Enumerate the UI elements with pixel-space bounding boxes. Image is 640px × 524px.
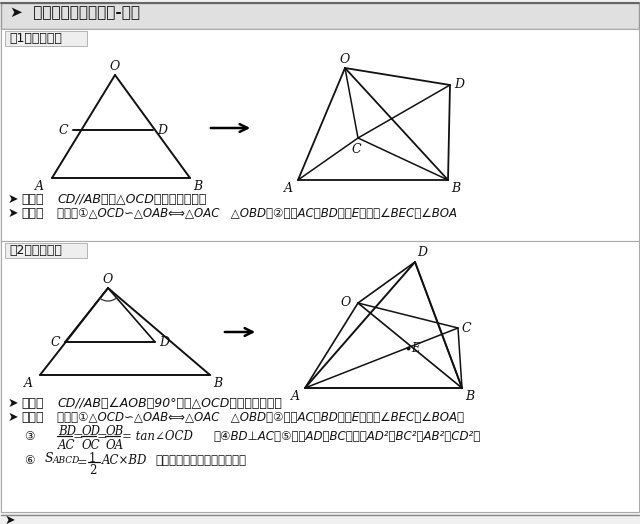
Text: ➤  模型二：手拉手模型-相似: ➤ 模型二：手拉手模型-相似 [10, 5, 140, 20]
Text: O: O [110, 60, 120, 73]
Text: 结论：: 结论： [21, 207, 44, 220]
FancyBboxPatch shape [1, 29, 639, 241]
Text: 2: 2 [89, 464, 97, 477]
Text: （对角线互相垂直的四边形）: （对角线互相垂直的四边形） [155, 454, 246, 467]
Text: ➤: ➤ [5, 514, 15, 524]
FancyBboxPatch shape [5, 31, 87, 46]
Text: ABCD: ABCD [53, 456, 81, 465]
Text: D: D [159, 335, 169, 348]
Text: OB: OB [106, 425, 124, 438]
Text: ➤: ➤ [8, 193, 19, 206]
Text: B: B [193, 180, 202, 193]
Text: B: B [451, 182, 460, 195]
Text: C: C [58, 124, 68, 136]
Text: ➤: ➤ [8, 207, 19, 220]
Text: （2）特殊情况: （2）特殊情况 [9, 244, 62, 257]
Text: AC×BD: AC×BD [102, 454, 147, 467]
Text: ➤: ➤ [8, 411, 19, 424]
Text: C: C [51, 335, 60, 348]
Text: O: O [340, 297, 351, 310]
Text: =: = [97, 431, 108, 443]
Text: OA: OA [106, 439, 124, 452]
FancyBboxPatch shape [1, 3, 639, 29]
Text: A: A [35, 180, 44, 193]
Text: 右图中①△OCD∽△OAB⟺△OAC   △OBD；②延长AC交BD于点E，必有∠BEC＝∠BOA: 右图中①△OCD∽△OAB⟺△OAC △OBD；②延长AC交BD于点E，必有∠B… [57, 207, 457, 220]
Text: C: C [462, 322, 472, 334]
Text: O: O [103, 273, 113, 286]
Text: 1: 1 [89, 452, 97, 465]
Text: OD: OD [82, 425, 101, 438]
Text: CD//AB，将△OCD旋转至右图位置: CD//AB，将△OCD旋转至右图位置 [57, 193, 206, 206]
Text: =: = [73, 431, 84, 443]
Text: A: A [24, 377, 33, 390]
Text: D: D [454, 79, 464, 92]
Text: B: B [213, 377, 222, 390]
Text: A: A [291, 390, 300, 403]
Text: ；④BD⊥AC；⑤连接AD，BC，必有AD²＋BC²＝AB²＋CD²；: ；④BD⊥AC；⑤连接AD，BC，必有AD²＋BC²＝AB²＋CD²； [213, 431, 480, 443]
Text: D: D [417, 246, 427, 259]
Text: ③: ③ [24, 431, 35, 443]
Text: O: O [340, 53, 350, 66]
Text: 右图中①△OCD∽△OAB⟺△OAC   △OBD；②延长AC交BD于点E，必有∠BEC＝∠BOA；: 右图中①△OCD∽△OAB⟺△OAC △OBD；②延长AC交BD于点E，必有∠B… [57, 411, 464, 424]
Text: ⑥: ⑥ [24, 453, 35, 466]
Text: 条件：: 条件： [21, 193, 44, 206]
Text: AC: AC [58, 439, 76, 452]
Text: =: = [77, 456, 88, 469]
Text: = tan∠OCD: = tan∠OCD [122, 431, 193, 443]
Text: 条件：: 条件： [21, 397, 44, 410]
Text: OC: OC [82, 439, 100, 452]
Text: B: B [465, 390, 474, 403]
Text: D: D [157, 124, 167, 136]
FancyBboxPatch shape [5, 243, 87, 258]
Text: S: S [45, 452, 54, 465]
Text: A: A [284, 182, 293, 195]
Text: BD: BD [58, 425, 76, 438]
Text: ➤: ➤ [8, 397, 19, 410]
FancyBboxPatch shape [1, 241, 639, 512]
Text: C: C [351, 143, 361, 156]
Text: （1）一般情况: （1）一般情况 [9, 32, 62, 45]
Text: CD//AB，∠AOB＝90°，将△OCD旋转至右图位置: CD//AB，∠AOB＝90°，将△OCD旋转至右图位置 [57, 397, 282, 410]
Text: E: E [411, 342, 420, 355]
Text: 结论：: 结论： [21, 411, 44, 424]
